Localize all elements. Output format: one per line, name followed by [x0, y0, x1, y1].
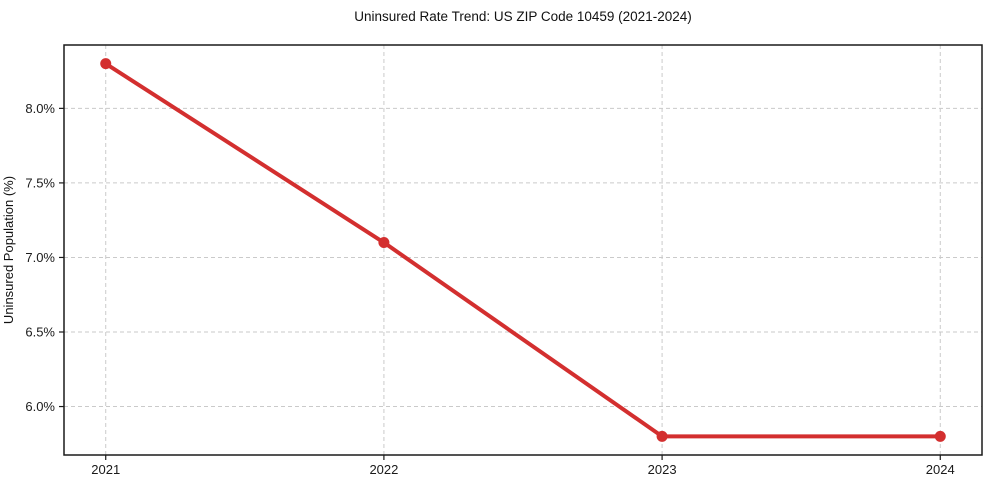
trend-line	[103, 61, 943, 439]
gridlines	[64, 45, 982, 455]
data-point-marker	[656, 430, 668, 442]
y-axis-label: Uninsured Population (%)	[1, 176, 16, 324]
data-point-marker	[100, 58, 112, 70]
y-tick-label: 6.5%	[25, 325, 55, 340]
axis-ticks: 6.0% 6.5% 7.0% 7.5% 8.0% 2021 2022 2023 2024	[25, 101, 954, 477]
trend-line-series	[100, 58, 946, 442]
x-tick-label: 2024	[926, 462, 955, 477]
y-tick-label: 8.0%	[25, 101, 55, 116]
y-tick-label: 7.0%	[25, 250, 55, 265]
data-point-marker	[934, 430, 946, 442]
y-tick-label: 6.0%	[25, 399, 55, 414]
y-tick-label: 7.5%	[25, 175, 55, 190]
plot-border	[63, 44, 983, 456]
chart-title: Uninsured Rate Trend: US ZIP Code 10459 …	[354, 9, 691, 24]
data-point-marker	[378, 237, 390, 249]
x-tick-label: 2022	[369, 462, 398, 477]
x-tick-label: 2023	[648, 462, 677, 477]
x-tick-label: 2021	[91, 462, 120, 477]
